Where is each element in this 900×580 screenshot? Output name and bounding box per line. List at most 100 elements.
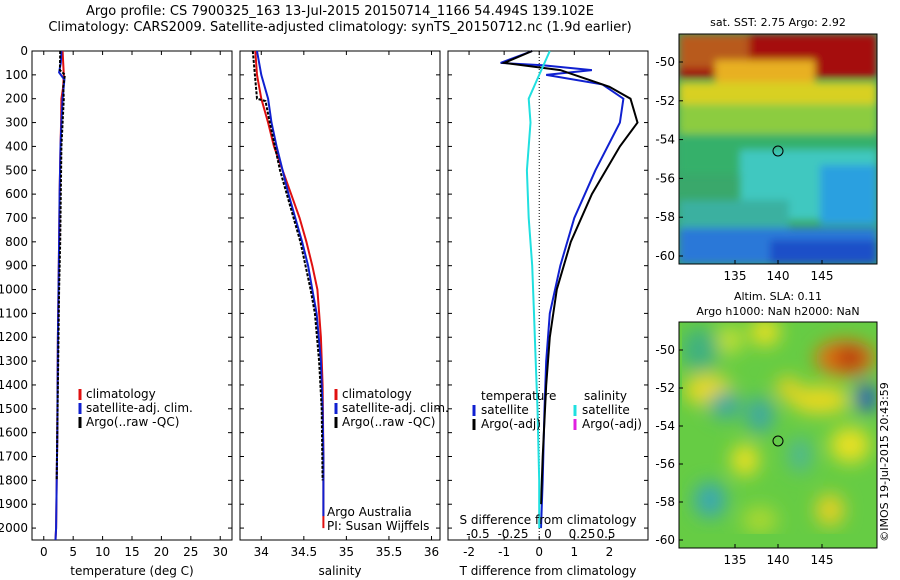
- depth-tick-label: 1800: [0, 473, 28, 487]
- difference-salinity-tick-label: -0.5: [466, 527, 489, 541]
- difference-xtick-label: -1: [498, 545, 510, 559]
- sla-map-ytick-label: -52: [655, 381, 675, 395]
- difference-panel: [447, 50, 649, 541]
- sla-map-ytick-label: -60: [655, 533, 675, 547]
- salinity-annotation: PI: Susan Wijffels: [327, 519, 429, 533]
- salinity-legend-label: climatology: [342, 387, 412, 401]
- depth-tick-label: 2000: [0, 521, 28, 535]
- temperature-xtick-label: 25: [183, 545, 198, 559]
- salinity-xtick-label: 36: [424, 545, 439, 559]
- difference-salinity-tick-label: 0.5: [596, 527, 615, 541]
- sst-map: [678, 33, 878, 265]
- depth-tick-label: 200: [5, 92, 28, 106]
- depth-tick-label: 1100: [0, 306, 28, 320]
- sst-map-xtick-label: 145: [811, 269, 834, 283]
- sst-map-xtick-label: 140: [767, 269, 790, 283]
- depth-tick-label: 1700: [0, 450, 28, 464]
- difference-salinity-tick-label: 0: [544, 527, 552, 541]
- sla-map-ytick-label: -56: [655, 457, 675, 471]
- salinity-series-line: [256, 50, 325, 517]
- sla-map-xtick-label: 145: [811, 553, 834, 567]
- salinity-series-line: [251, 50, 324, 481]
- temperature-legend-label: climatology: [86, 387, 156, 401]
- temperature-xtick-label: 0: [40, 545, 48, 559]
- sla-map: [678, 321, 878, 549]
- difference-salinity-tick-label: -0.25: [497, 527, 528, 541]
- depth-tick-label: 1400: [0, 378, 28, 392]
- depth-tick-label: 1200: [0, 330, 28, 344]
- depth-tick-label: 1900: [0, 497, 28, 511]
- sla-map-xtick-label: 135: [724, 553, 747, 567]
- difference-legend-label: Argo(-adj): [481, 417, 541, 431]
- salinity-panel: [239, 50, 441, 541]
- sst-map-ytick-label: -50: [655, 55, 675, 69]
- difference-salinity-xlabel: S difference from climatology: [460, 513, 637, 527]
- sla-map-ytick-label: -54: [655, 419, 675, 433]
- depth-tick-label: 1500: [0, 402, 28, 416]
- depth-tick-label: 100: [5, 68, 28, 82]
- sst-map-ytick-label: -60: [655, 249, 675, 263]
- difference-legend-label: salinity: [584, 389, 627, 403]
- difference-series-line: [500, 50, 639, 505]
- temperature-xtick-label: 5: [69, 545, 77, 559]
- difference-series-line: [525, 50, 551, 529]
- salinity-xtick-label: 34: [254, 545, 269, 559]
- depth-tick-label: 500: [5, 163, 28, 177]
- sla-map-subtitle: Argo h1000: NaN h2000: NaN: [696, 305, 859, 318]
- sla-map-ytick-label: -50: [655, 343, 675, 357]
- salinity-xtick-label: 34.5: [290, 545, 317, 559]
- temperature-xtick-label: 30: [213, 545, 228, 559]
- temperature-xtick-label: 10: [95, 545, 110, 559]
- difference-xtick-label: 0: [535, 545, 543, 559]
- temperature-series-line: [55, 50, 66, 481]
- salinity-xlabel: salinity: [318, 564, 361, 578]
- depth-tick-label: 400: [5, 139, 28, 153]
- temperature-xlabel: temperature (deg C): [70, 564, 193, 578]
- salinity-annotation: Argo Australia: [327, 505, 412, 519]
- depth-tick-label: 800: [5, 235, 28, 249]
- temperature-legend-label: Argo(..raw -QC): [86, 415, 179, 429]
- difference-xlabel: T difference from climatology: [459, 564, 637, 578]
- temperature-series-line: [54, 50, 66, 541]
- depth-tick-label: 300: [5, 116, 28, 130]
- depth-tick-label: 0: [20, 44, 28, 58]
- temperature-legend-label: satellite-adj. clim.: [86, 401, 193, 415]
- difference-legend-label: satellite: [582, 403, 630, 417]
- sst-map-xtick-label: 135: [724, 269, 747, 283]
- sst-map-title: sat. SST: 2.75 Argo: 2.92: [710, 16, 846, 29]
- imos-watermark: ©IMOS 19-Jul-2015 20:43:59: [878, 382, 891, 542]
- title-line-1: Argo profile: CS 7900325_163 13-Jul-2015…: [85, 4, 594, 19]
- difference-xtick-label: 2: [606, 545, 614, 559]
- depth-tick-label: 1600: [0, 426, 28, 440]
- difference-salinity-tick-label: 0.25: [569, 527, 596, 541]
- sst-map-argo-marker: [772, 145, 784, 157]
- difference-series-line: [500, 50, 625, 529]
- depth-tick-label: 700: [5, 211, 28, 225]
- difference-legend-label: Argo(-adj): [582, 417, 642, 431]
- title-line-2: Climatology: CARS2009. Satellite-adjuste…: [48, 20, 632, 35]
- temperature-xtick-label: 15: [124, 545, 139, 559]
- salinity-xtick-label: 35: [339, 545, 354, 559]
- depth-tick-label: 1300: [0, 354, 28, 368]
- salinity-legend-label: satellite-adj. clim.: [342, 401, 449, 415]
- sst-map-ytick-label: -58: [655, 210, 675, 224]
- salinity-xtick-label: 35.5: [376, 545, 403, 559]
- sla-map-ytick-label: -58: [655, 495, 675, 509]
- depth-tick-label: 600: [5, 187, 28, 201]
- temperature-xtick-label: 20: [154, 545, 169, 559]
- sst-map-ytick-label: -52: [655, 94, 675, 108]
- depth-tick-label: 900: [5, 259, 28, 273]
- salinity-legend-label: Argo(..raw -QC): [342, 415, 435, 429]
- sst-map-ytick-label: -56: [655, 171, 675, 185]
- depth-tick-label: 1000: [0, 283, 28, 297]
- difference-xtick-label: -2: [463, 545, 475, 559]
- difference-xtick-label: 1: [570, 545, 578, 559]
- sla-map-argo-marker: [772, 435, 784, 447]
- difference-legend-label: satellite: [481, 403, 529, 417]
- sla-map-title: Altim. SLA: 0.11: [734, 290, 822, 303]
- difference-legend-label: temperature: [481, 389, 556, 403]
- sst-map-ytick-label: -54: [655, 133, 675, 147]
- sla-map-xtick-label: 140: [767, 553, 790, 567]
